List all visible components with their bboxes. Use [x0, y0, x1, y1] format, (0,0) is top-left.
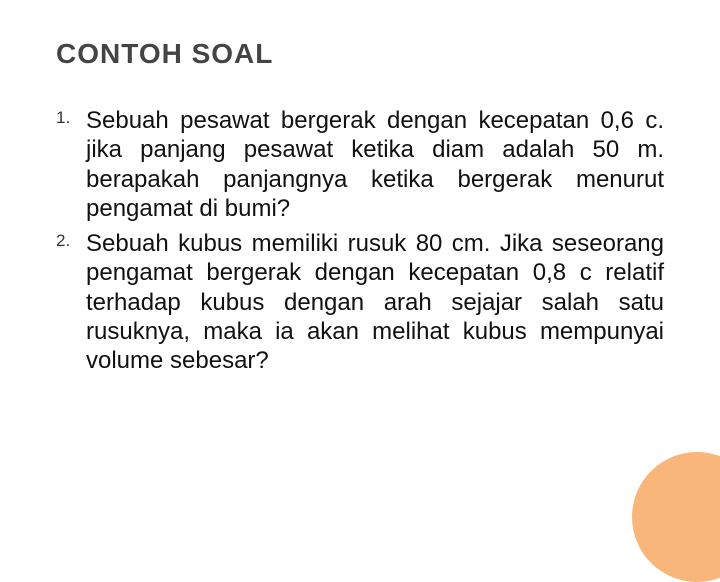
slide-title: CONTOH SOAL: [56, 38, 664, 70]
list-number: 2.: [56, 231, 70, 251]
list-item: 1. Sebuah pesawat bergerak dengan kecepa…: [86, 106, 664, 223]
list-item: 2. Sebuah kubus memiliki rusuk 80 cm. Ji…: [86, 229, 664, 375]
accent-circle: [632, 452, 720, 582]
list-text: Sebuah pesawat bergerak dengan kecepatan…: [86, 106, 664, 223]
slide-container: CONTOH SOAL 1. Sebuah pesawat bergerak d…: [0, 0, 720, 540]
list-text: Sebuah kubus memiliki rusuk 80 cm. Jika …: [86, 229, 664, 375]
list-number: 1.: [56, 108, 70, 128]
question-list: 1. Sebuah pesawat bergerak dengan kecepa…: [56, 106, 664, 375]
